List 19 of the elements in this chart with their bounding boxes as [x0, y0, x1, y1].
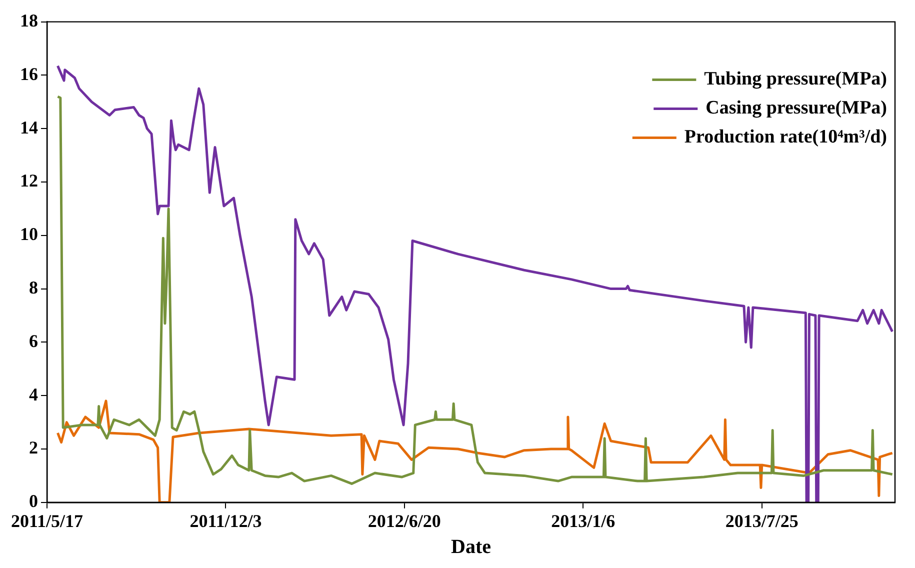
x-axis-title: Date: [451, 536, 492, 558]
y-tick-label: 14: [20, 117, 38, 138]
legend-label: Production rate(10⁴m³/d): [684, 126, 888, 148]
x-tick-label: 2013/7/25: [725, 510, 798, 531]
y-tick-label: 8: [29, 277, 38, 298]
y-tick-label: 0: [29, 491, 38, 512]
y-tick-label: 4: [29, 384, 38, 404]
y-tick-label: 18: [20, 10, 38, 30]
y-tick-label: 10: [20, 224, 38, 244]
legend-label: Casing pressure(MPa): [706, 98, 888, 119]
y-tick-label: 12: [20, 170, 38, 191]
y-tick-label: 16: [20, 64, 38, 84]
x-tick-label: 2011/12/3: [190, 510, 262, 531]
y-tick-label: 6: [29, 330, 38, 351]
y-tick-label: 2: [29, 438, 38, 458]
x-tick-label: 2011/5/17: [10, 510, 84, 531]
x-tick-label: 2012/6/20: [368, 510, 441, 531]
legend-label: Tubing pressure(MPa): [704, 68, 888, 90]
x-tick-label: 2013/1/6: [551, 510, 616, 531]
